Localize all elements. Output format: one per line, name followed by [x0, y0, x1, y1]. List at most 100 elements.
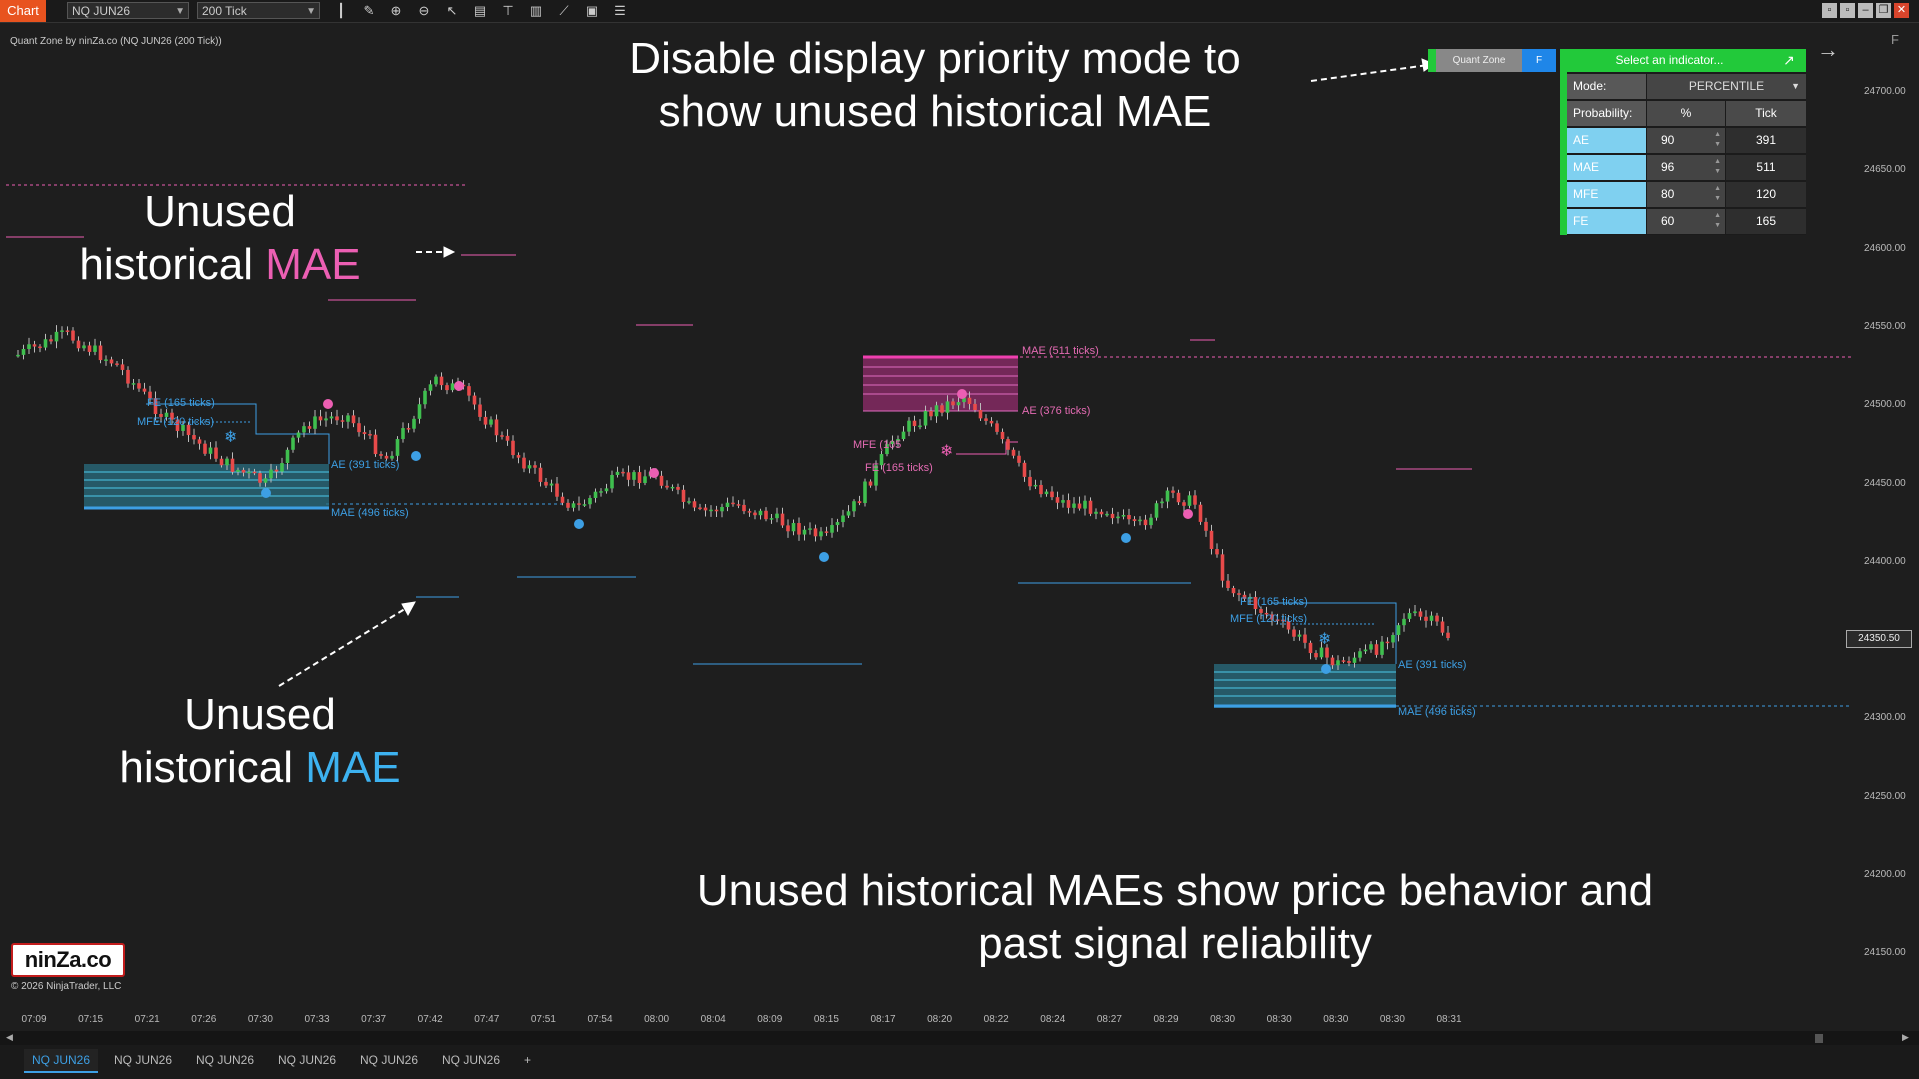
zone-label-right-fe: FE (165 ticks) — [1240, 596, 1308, 608]
arrow-right-icon[interactable]: → — [1817, 37, 1839, 62]
scrollbar-thumb[interactable] — [1815, 1034, 1823, 1043]
data-box-icon[interactable]: ▤ — [473, 3, 487, 18]
time-axis-label: 08:30 — [1323, 1014, 1349, 1025]
candle-body — [1330, 657, 1335, 666]
candle-body — [175, 419, 180, 431]
zone-label-mid-mfe: MFE (105 — [853, 439, 902, 451]
indicators-list-icon[interactable]: ☰ — [614, 3, 626, 18]
instrument-tab[interactable]: NQ JUN26 — [278, 1053, 337, 1067]
stepper-arrows-icon[interactable]: ▲ ▼ — [1714, 158, 1721, 175]
candle-body — [428, 384, 433, 391]
tick-value-fe: 165 — [1726, 209, 1806, 234]
signal-markers: ❄ ❄ ❄ — [224, 381, 1331, 674]
external-link-icon[interactable]: ↗ — [1772, 49, 1806, 72]
minimize-icon[interactable]: – — [1858, 3, 1873, 18]
candle-body — [725, 502, 730, 508]
stepper-arrows-icon[interactable]: ▲ ▼ — [1714, 185, 1721, 202]
candle-body — [692, 501, 697, 508]
instrument-tab[interactable]: NQ JUN26 — [196, 1053, 255, 1067]
percent-stepper-ae[interactable]: 90 ▲ ▼ — [1647, 128, 1725, 153]
candle-body — [549, 483, 554, 486]
candle-body — [1374, 644, 1379, 655]
percent-stepper-mae[interactable]: 96 ▲ ▼ — [1647, 155, 1725, 180]
candle-body — [802, 529, 807, 535]
candle-body — [747, 511, 752, 513]
candle-body — [104, 359, 108, 361]
candle-body — [1424, 616, 1428, 621]
candle-body — [615, 471, 620, 476]
time-axis-label: 07:09 — [21, 1014, 47, 1025]
candle-body — [1160, 501, 1164, 504]
candle-body — [516, 455, 521, 458]
panel-drag-handle[interactable] — [1428, 49, 1436, 72]
percent-stepper-mfe[interactable]: 80 ▲ ▼ — [1647, 182, 1725, 207]
time-axis-label: 07:33 — [304, 1014, 330, 1025]
tile-icon[interactable]: ▫ — [1822, 3, 1837, 18]
close-icon[interactable]: ✕ — [1894, 3, 1909, 18]
price-chart[interactable]: ❄ ❄ ❄ — [6, 24, 1851, 1002]
candle-body — [791, 523, 796, 532]
candle-body — [511, 440, 515, 456]
mode-select[interactable]: PERCENTILE ▼ — [1647, 74, 1806, 99]
col-tick-header: Tick — [1726, 101, 1806, 126]
candle-body — [940, 405, 944, 413]
f-button[interactable]: F — [1522, 49, 1556, 72]
candle-body — [93, 345, 97, 352]
candle-body — [71, 330, 75, 341]
drawing-tool-icon[interactable]: ✎ — [363, 3, 375, 18]
candle-body — [1435, 615, 1439, 622]
row-label-fe: FE — [1567, 209, 1646, 234]
stepper-arrows-icon[interactable]: ▲ ▼ — [1714, 131, 1721, 148]
candle-body — [203, 443, 207, 454]
candle-body — [340, 420, 345, 422]
select-indicator-button[interactable]: Select an indicator... — [1567, 49, 1772, 72]
annotation-bottom-line1: Unused historical MAEs show price behavi… — [696, 866, 1654, 915]
bar-type-icon[interactable]: ┃ — [337, 3, 345, 18]
add-tab-button[interactable]: + — [524, 1053, 532, 1067]
stepper-arrows-icon[interactable]: ▲ ▼ — [1714, 212, 1721, 229]
tile-icon[interactable]: ▫ — [1840, 3, 1855, 18]
scroll-right-icon[interactable]: ▶ — [1902, 1032, 1909, 1042]
interval-selector[interactable]: 200 Tick ▼ — [197, 2, 320, 19]
candle-body — [1121, 515, 1126, 517]
strategies-icon[interactable]: ⟋ — [559, 3, 569, 18]
horizontal-scrollbar[interactable] — [0, 1031, 1919, 1045]
candle-body — [1281, 619, 1285, 622]
instrument-tab[interactable]: NQ JUN26 — [442, 1053, 501, 1067]
candle-body — [131, 383, 136, 385]
candle-body — [1055, 497, 1060, 503]
crosshair-icon[interactable]: ⊤ — [502, 3, 514, 18]
annotation-blue-mae: Unused historical MAE — [80, 688, 440, 794]
chart-trader-icon[interactable]: ▥ — [529, 3, 543, 18]
candle-body — [1363, 649, 1368, 652]
scroll-left-icon[interactable]: ◀ — [6, 1032, 13, 1042]
instrument-value: NQ JUN26 — [72, 4, 131, 18]
instrument-tab[interactable]: NQ JUN26 — [360, 1053, 419, 1067]
candle-body — [423, 390, 427, 405]
candle-body — [115, 363, 119, 365]
properties-icon[interactable]: ▣ — [585, 3, 599, 18]
chart-tab[interactable]: Chart — [0, 0, 46, 22]
candle-body — [885, 444, 889, 455]
candle-body — [890, 441, 895, 445]
price-axis-label: 24550.00 — [1864, 320, 1906, 332]
probability-label: Probability: — [1567, 101, 1646, 126]
maximize-icon[interactable]: ❐ — [1876, 3, 1891, 18]
pointer-icon[interactable]: ↖ — [446, 3, 458, 18]
instrument-tab[interactable]: NQ JUN26 — [24, 1049, 99, 1073]
candle-body — [555, 483, 559, 497]
price-axis[interactable] — [1852, 24, 1919, 1002]
quant-zone-button[interactable]: Quant Zone — [1436, 49, 1522, 72]
candle-body — [1072, 503, 1076, 508]
instrument-selector[interactable]: NQ JUN26 ▼ — [67, 2, 189, 19]
zoom-out-icon[interactable]: ⊖ — [418, 3, 430, 18]
zoom-in-icon[interactable]: ⊕ — [390, 3, 402, 18]
candle-body — [1264, 612, 1269, 615]
time-axis-label: 08:09 — [757, 1014, 783, 1025]
annotation-top-line2: show unused historical MAE — [658, 87, 1212, 136]
candle-body — [1083, 500, 1087, 509]
percent-stepper-fe[interactable]: 60 ▲ ▼ — [1647, 209, 1725, 234]
instrument-tab[interactable]: NQ JUN26 — [114, 1053, 173, 1067]
candle-body — [566, 502, 570, 508]
candle-body — [1270, 614, 1274, 620]
